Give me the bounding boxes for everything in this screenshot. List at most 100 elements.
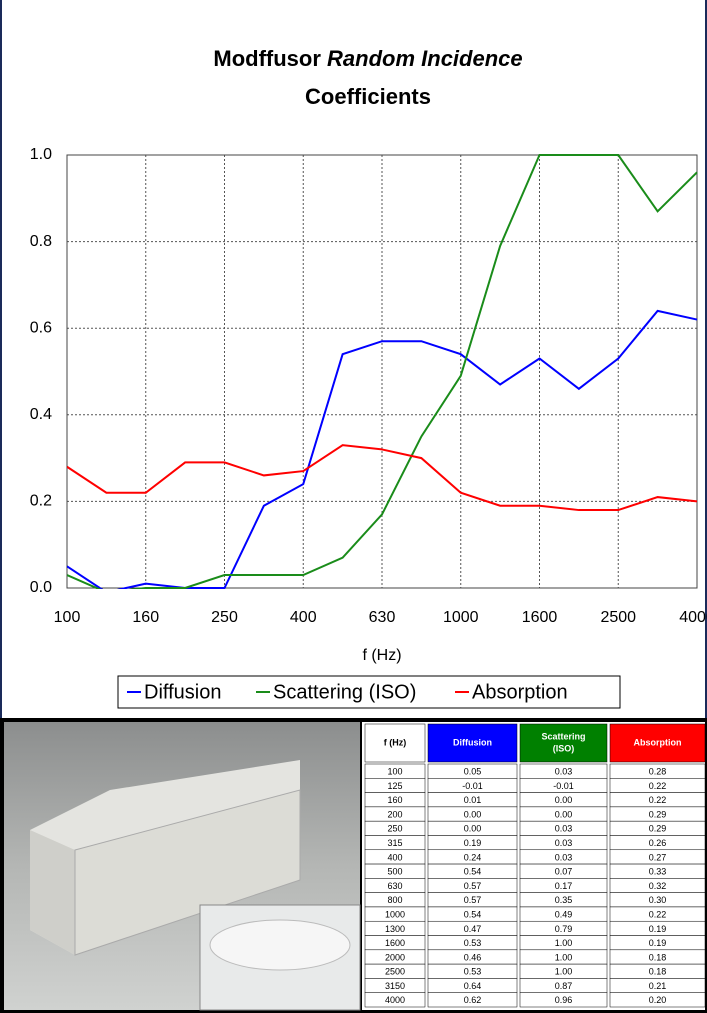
table-value: 0.49: [555, 909, 573, 919]
x-tick-label: 2500: [600, 609, 636, 626]
table-value: 1000: [385, 909, 405, 919]
header-label: Scattering: [541, 731, 585, 741]
table-value: 0.22: [649, 909, 667, 919]
table-value: 0.17: [555, 881, 573, 891]
table-value: 0.62: [464, 995, 482, 1005]
x-tick-label: 400: [290, 609, 317, 626]
header-label: (ISO): [553, 743, 575, 753]
turntable: [209, 919, 351, 971]
table-value: 0.00: [464, 824, 482, 834]
x-tick-label: 4000: [679, 609, 707, 626]
legend-box: [117, 675, 621, 709]
table-value: 4000: [385, 995, 405, 1005]
diffuser-front: [74, 789, 301, 956]
table-value: 2000: [385, 952, 405, 962]
table-value: 0.29: [649, 824, 667, 834]
table-value: 0.19: [649, 938, 667, 948]
table-value: 0.03: [555, 852, 573, 862]
table-value: 1.00: [555, 952, 573, 962]
table-value: -0.01: [462, 781, 483, 791]
header-label: f (Hz): [384, 737, 407, 747]
table-cell: [427, 992, 518, 1008]
table-value: 0.47: [464, 924, 482, 934]
title-part: Random Incidence: [327, 46, 523, 71]
table-value: 0.03: [555, 824, 573, 834]
table-value: 0.18: [649, 952, 667, 962]
series-line: [67, 444, 698, 512]
table-value: 0.18: [649, 967, 667, 977]
table-value: 500: [387, 867, 402, 877]
table-value: 0.00: [555, 809, 573, 819]
header-cell: [427, 723, 518, 763]
header-cell: [519, 723, 608, 763]
table-value: 0.20: [649, 995, 667, 1005]
table-value: 0.30: [649, 895, 667, 905]
legend-label: Diffusion: [144, 681, 221, 703]
table-value: -0.01: [553, 781, 574, 791]
x-tick-label: 1600: [522, 609, 558, 626]
table-value: 0.79: [555, 924, 573, 934]
legend-label: Absorption: [472, 681, 568, 703]
table-value: 0.32: [649, 881, 667, 891]
table-value: 0.64: [464, 981, 482, 991]
table-value: 800: [387, 895, 402, 905]
x-tick-label: 250: [211, 609, 238, 626]
table-value: 400: [387, 852, 402, 862]
table-cell: [519, 992, 608, 1008]
table-value: 0.00: [555, 795, 573, 805]
table-value: 0.05: [464, 767, 482, 777]
table-value: 0.27: [649, 852, 667, 862]
table-cell: [609, 992, 706, 1008]
header-cell: [609, 723, 706, 763]
table-value: 0.29: [649, 809, 667, 819]
table-value: 0.00: [464, 809, 482, 819]
table-value: 200: [387, 809, 402, 819]
y-tick-label: 0.4: [30, 406, 52, 423]
x-tick-label: 630: [369, 609, 396, 626]
header-cell: [364, 723, 426, 763]
table-value: 0.19: [464, 838, 482, 848]
table-value: 0.46: [464, 952, 482, 962]
table-value: 630: [387, 881, 402, 891]
table-value: 0.03: [555, 767, 573, 777]
table-value: 0.53: [464, 938, 482, 948]
table-cell: [364, 992, 426, 1008]
y-tick-label: 1.0: [30, 146, 52, 163]
table-value: 315: [387, 838, 402, 848]
table-value: 0.03: [555, 838, 573, 848]
table-value: 0.57: [464, 881, 482, 891]
y-tick-label: 0.8: [30, 233, 52, 250]
chart-title: Modffusor Random Incidence: [213, 46, 522, 71]
table-value: 0.07: [555, 867, 573, 877]
y-tick-label: 0.0: [30, 579, 52, 596]
table-value: 0.57: [464, 895, 482, 905]
title-part: Modffusor: [213, 46, 327, 71]
table-value: 0.96: [555, 995, 573, 1005]
table-value: 0.26: [649, 838, 667, 848]
table-value: 1.00: [555, 967, 573, 977]
diffuser-side: [30, 830, 75, 955]
table-value: 0.24: [464, 852, 482, 862]
table-value: 2500: [385, 967, 405, 977]
table-value: 0.19: [649, 924, 667, 934]
x-tick-label: 1000: [443, 609, 479, 626]
table-value: 125: [387, 781, 402, 791]
table-value: 160: [387, 795, 402, 805]
table-value: 250: [387, 824, 402, 834]
series-line: [67, 154, 698, 589]
y-tick-label: 0.2: [30, 493, 52, 510]
plot-frame: [66, 154, 698, 589]
table-value: 0.33: [649, 867, 667, 877]
table-value: 0.87: [555, 981, 573, 991]
legend-label: Scattering (ISO): [273, 681, 416, 703]
x-tick-label: 100: [54, 609, 81, 626]
table-value: 0.22: [649, 781, 667, 791]
header-label: Diffusion: [453, 737, 492, 747]
table-value: 0.21: [649, 981, 667, 991]
table-value: 1.00: [555, 938, 573, 948]
table-value: 0.22: [649, 795, 667, 805]
header-label: Absorption: [634, 737, 682, 747]
table-value: 0.53: [464, 967, 482, 977]
table-value: 0.28: [649, 767, 667, 777]
